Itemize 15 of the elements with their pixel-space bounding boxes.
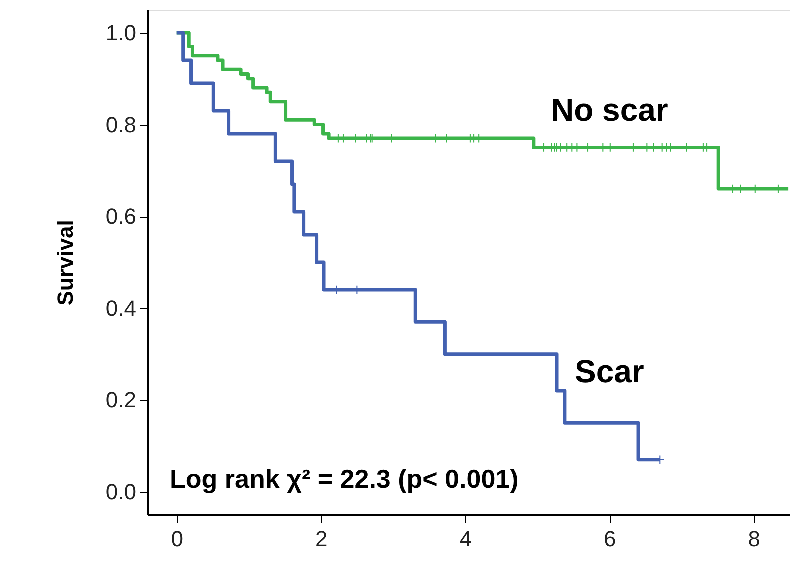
annotation: Log rank χ² = 22.3 (p< 0.001): [170, 464, 519, 494]
x-tick-label: 0: [171, 526, 184, 552]
x-tick-label: 6: [604, 526, 616, 552]
x-tick-label: 2: [316, 526, 328, 552]
y-tick-label: 0.4: [106, 296, 136, 321]
y-tick-label: 1.0: [106, 20, 136, 46]
y-tick-label: 0.8: [106, 112, 136, 138]
y-tick-label: 0.6: [106, 204, 136, 230]
y-tick-label: 0.2: [106, 388, 136, 413]
y-axis-title: Survival: [52, 220, 78, 306]
series-label: Scar: [574, 354, 644, 390]
x-tick-label: 4: [460, 526, 472, 552]
y-tick-label: 0.0: [106, 480, 136, 505]
series-label: No scar: [550, 92, 668, 128]
x-tick-label: 8: [748, 526, 761, 552]
